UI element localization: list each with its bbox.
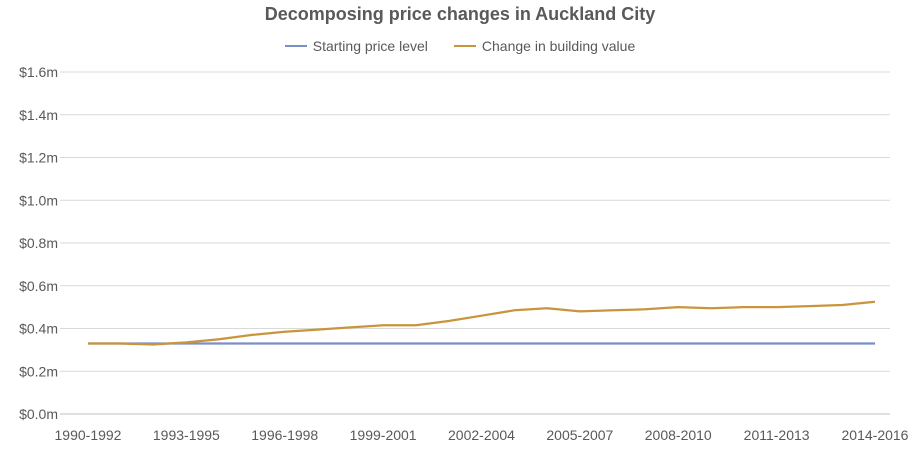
y-tick-label: $1.4m bbox=[19, 107, 58, 123]
y-tick-label: $0.8m bbox=[19, 235, 58, 251]
y-tick-label: $1.2m bbox=[19, 150, 58, 166]
x-tick-label: 2005-2007 bbox=[546, 427, 613, 443]
legend: Starting price level Change in building … bbox=[0, 38, 920, 54]
series-line-building-value bbox=[88, 300, 876, 346]
x-tick-label: 2002-2004 bbox=[448, 427, 515, 443]
x-tick-label: 2008-2010 bbox=[645, 427, 712, 443]
y-tick-label: $1.0m bbox=[19, 192, 58, 208]
x-tick-label: 2011-2013 bbox=[744, 427, 810, 443]
legend-swatch-building-value bbox=[453, 45, 476, 47]
legend-label-starting-price: Starting price level bbox=[312, 38, 428, 54]
legend-label-building-value: Change in building value bbox=[481, 38, 636, 54]
y-tick-label: $0.6m bbox=[19, 278, 58, 294]
x-tick-label: 2014-2016 bbox=[842, 427, 909, 443]
x-tick-label: 1999-2001 bbox=[350, 427, 417, 443]
y-tick-label: $0.4m bbox=[19, 321, 58, 337]
legend-item-building-value: Change in building value bbox=[453, 38, 636, 54]
legend-swatch-starting-price bbox=[284, 45, 307, 47]
y-tick-label: $0.0m bbox=[19, 406, 58, 422]
x-tick-label: 1996-1998 bbox=[251, 427, 318, 443]
x-tick-label: 1993-1995 bbox=[153, 427, 220, 443]
legend-item-starting-price: Starting price level bbox=[284, 38, 428, 54]
chart-title: Decomposing price changes in Auckland Ci… bbox=[264, 4, 656, 24]
x-tick-label: 1990-1992 bbox=[55, 427, 122, 443]
y-tick-label: $0.2m bbox=[19, 363, 58, 379]
y-tick-label: $1.6m bbox=[19, 64, 58, 80]
